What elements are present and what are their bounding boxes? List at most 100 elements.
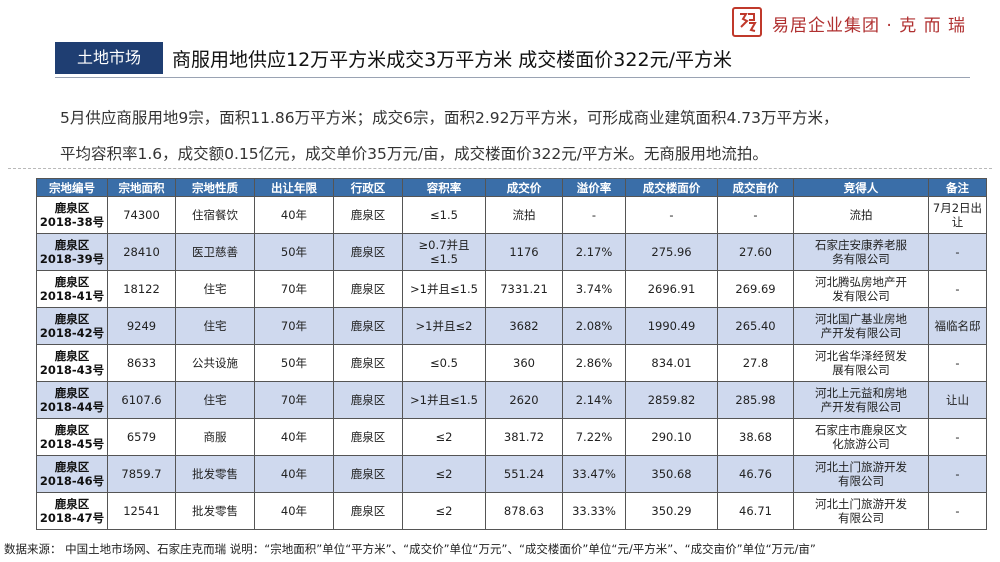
page-title: 商服用地供应12万平方米成交3万平方米 成交楼面价322元/平方米 bbox=[172, 49, 732, 71]
table-cell: 6579 bbox=[107, 418, 176, 456]
table-cell: 46.71 bbox=[717, 492, 794, 530]
table-row: 鹿泉区 2018-46号 7859.7 批发零售 40年 鹿泉区 ≤2 551.24 33.47… bbox=[36, 455, 987, 493]
table-cell: 公共设施 bbox=[175, 344, 255, 382]
table-cell: >1并且≤1.5 bbox=[402, 270, 486, 308]
table-cell: 批发零售 bbox=[175, 455, 255, 493]
table-cell: 让山 bbox=[928, 381, 987, 419]
table-cell: 2620 bbox=[485, 381, 563, 419]
table-cell: - bbox=[928, 233, 987, 271]
table-cell: 鹿泉区 2018-42号 bbox=[36, 307, 108, 345]
column-header: 宗地性质 bbox=[175, 178, 255, 197]
table-cell: 7.22% bbox=[562, 418, 626, 456]
table-cell: >1并且≤1.5 bbox=[402, 381, 486, 419]
table-cell: 9249 bbox=[107, 307, 176, 345]
column-header: 宗地编号 bbox=[36, 178, 108, 197]
column-header: 出让年限 bbox=[254, 178, 334, 197]
table-cell: - bbox=[928, 492, 987, 530]
column-header: 成交楼面价 bbox=[625, 178, 718, 197]
table-cell: 27.60 bbox=[717, 233, 794, 271]
table-cell: - bbox=[928, 418, 987, 456]
table-cell: 40年 bbox=[254, 418, 334, 456]
table-cell: 40年 bbox=[254, 455, 334, 493]
summary-line-1: 5月供应商服用地9宗，面积11.86万平方米；成交6宗，面积2.92万平方米，可… bbox=[60, 109, 839, 127]
table-cell: 834.01 bbox=[625, 344, 718, 382]
table-cell: 鹿泉区 2018-45号 bbox=[36, 418, 108, 456]
table-cell: 265.40 bbox=[717, 307, 794, 345]
land-transaction-table: 宗地编号 宗地面积 宗地性质 出让年限 行政区 容积率 成交价 溢价率 成交楼面价 成交亩价 竞得人… bbox=[36, 178, 987, 530]
table-cell: 70年 bbox=[254, 307, 334, 345]
table-cell: - bbox=[928, 455, 987, 493]
table-cell: ≤0.5 bbox=[402, 344, 486, 382]
table-cell: 鹿泉区 bbox=[333, 344, 403, 382]
table-cell: 6107.6 bbox=[107, 381, 176, 419]
table-cell: 鹿泉区 2018-38号 bbox=[36, 196, 108, 234]
table-cell: 269.69 bbox=[717, 270, 794, 308]
table-cell: 350.68 bbox=[625, 455, 718, 493]
table-cell: 2.08% bbox=[562, 307, 626, 345]
table-cell: 批发零售 bbox=[175, 492, 255, 530]
section-tag: 土地市场 bbox=[55, 42, 163, 74]
table-cell: 2696.91 bbox=[625, 270, 718, 308]
table-cell: 河北国广基业房地 产开发有限公司 bbox=[793, 307, 929, 345]
table-cell: 鹿泉区 2018-39号 bbox=[36, 233, 108, 271]
table-cell: 290.10 bbox=[625, 418, 718, 456]
table-row: 鹿泉区 2018-42号 9249 住宅 70年 鹿泉区 >1并且≤2 3682 2.08% 19… bbox=[36, 307, 987, 345]
table-cell: 鹿泉区 bbox=[333, 455, 403, 493]
table-cell: 7月2日出让 bbox=[928, 196, 987, 234]
table-cell: 50年 bbox=[254, 233, 334, 271]
table-cell: 鹿泉区 bbox=[333, 270, 403, 308]
table-cell: 住宿餐饮 bbox=[175, 196, 255, 234]
column-header: 容积率 bbox=[402, 178, 486, 197]
summary-line-2: 平均容积率1.6，成交额0.15亿元，成交单价35万元/亩，成交楼面价322元/… bbox=[60, 145, 768, 163]
table-row: 鹿泉区 2018-39号 28410 医卫慈善 50年 鹿泉区 ≥0.7并且 ≤1.5 1176… bbox=[36, 233, 987, 271]
seal-icon bbox=[732, 7, 762, 37]
table-cell: 2.14% bbox=[562, 381, 626, 419]
table-cell: 33.47% bbox=[562, 455, 626, 493]
table-cell: 7331.21 bbox=[485, 270, 563, 308]
column-header: 宗地面积 bbox=[107, 178, 176, 197]
logo-text: 易居企业集团 · 克 而 瑞 bbox=[772, 16, 967, 36]
table-cell: 住宅 bbox=[175, 381, 255, 419]
table-cell: 3682 bbox=[485, 307, 563, 345]
table-cell: 鹿泉区 bbox=[333, 196, 403, 234]
table-cell: 医卫慈善 bbox=[175, 233, 255, 271]
table-cell: - bbox=[928, 270, 987, 308]
table-cell: 38.68 bbox=[717, 418, 794, 456]
table-row: 鹿泉区 2018-43号 8633 公共设施 50年 鹿泉区 ≤0.5 360 2.86% 834… bbox=[36, 344, 987, 382]
table-cell: 流拍 bbox=[485, 196, 563, 234]
table-cell: 鹿泉区 2018-46号 bbox=[36, 455, 108, 493]
table-cell: 275.96 bbox=[625, 233, 718, 271]
table-cell: 551.24 bbox=[485, 455, 563, 493]
table-row: 鹿泉区 2018-45号 6579 商服 40年 鹿泉区 ≤2 381.72 7.22% 290.… bbox=[36, 418, 987, 456]
table-cell: 1176 bbox=[485, 233, 563, 271]
table-cell: 70年 bbox=[254, 381, 334, 419]
table-cell: 8633 bbox=[107, 344, 176, 382]
table-cell: 7859.7 bbox=[107, 455, 176, 493]
table-cell: 鹿泉区 2018-43号 bbox=[36, 344, 108, 382]
column-header: 成交价 bbox=[485, 178, 563, 197]
table-cell: 28410 bbox=[107, 233, 176, 271]
column-header: 溢价率 bbox=[562, 178, 626, 197]
table-row: 鹿泉区 2018-47号 12541 批发零售 40年 鹿泉区 ≤2 878.63 33.33%… bbox=[36, 492, 987, 530]
table-cell: ≤2 bbox=[402, 455, 486, 493]
table-cell: 住宅 bbox=[175, 270, 255, 308]
table-cell: 鹿泉区 bbox=[333, 307, 403, 345]
data-source-note: 数据来源： 中国土地市场网、石家庄克而瑞 说明：“宗地面积”单位“平方米”、“成… bbox=[4, 542, 816, 556]
table-header-row: 宗地编号 宗地面积 宗地性质 出让年限 行政区 容积率 成交价 溢价率 成交楼面价 成交亩价 竞得人… bbox=[36, 178, 987, 197]
dashed-divider bbox=[8, 168, 992, 169]
table-cell: 350.29 bbox=[625, 492, 718, 530]
table-cell: 鹿泉区 bbox=[333, 381, 403, 419]
table-cell: 18122 bbox=[107, 270, 176, 308]
table-cell: 878.63 bbox=[485, 492, 563, 530]
table-cell: 50年 bbox=[254, 344, 334, 382]
table-cell: 3.74% bbox=[562, 270, 626, 308]
table-cell: 石家庄市鹿泉区文 化旅游公司 bbox=[793, 418, 929, 456]
column-header: 竞得人 bbox=[793, 178, 929, 197]
table-cell: 46.76 bbox=[717, 455, 794, 493]
table-row: 鹿泉区 2018-41号 18122 住宅 70年 鹿泉区 >1并且≤1.5 7331.21 3… bbox=[36, 270, 987, 308]
table-cell: 鹿泉区 bbox=[333, 233, 403, 271]
table-cell: 河北腾弘房地产开 发有限公司 bbox=[793, 270, 929, 308]
table-cell: 360 bbox=[485, 344, 563, 382]
table-cell: 27.8 bbox=[717, 344, 794, 382]
table-cell: 鹿泉区 bbox=[333, 418, 403, 456]
